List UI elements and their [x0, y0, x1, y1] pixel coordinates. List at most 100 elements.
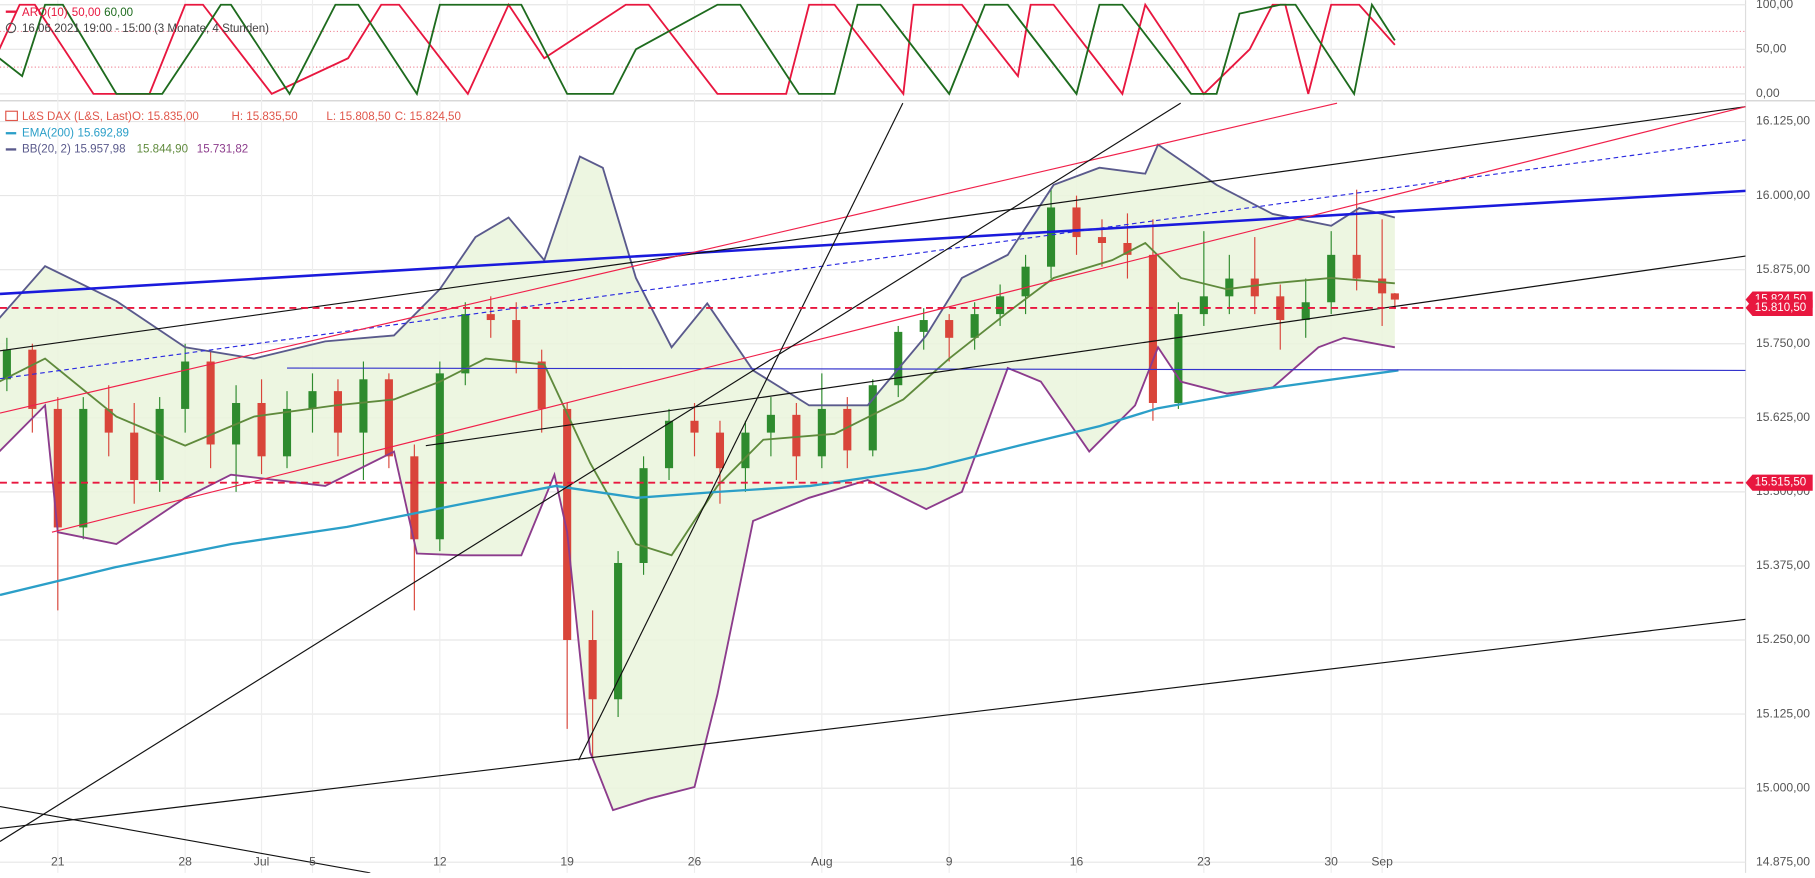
legend-name: EMA(200)	[22, 127, 74, 139]
trendline	[0, 102, 1338, 414]
candle-body	[104, 408, 113, 433]
legend-value: 15.957,98	[74, 143, 125, 155]
candle-body	[28, 349, 37, 409]
candle-body	[1352, 254, 1361, 279]
candle-body	[333, 391, 343, 433]
candle-body	[1199, 296, 1208, 315]
candle-body	[130, 432, 139, 481]
candle-body	[1072, 207, 1081, 238]
candle-body	[1123, 243, 1132, 255]
y-tick-label: 0,00	[1756, 86, 1780, 100]
y-tick-label: 15.750,00	[1756, 336, 1810, 350]
legend-icon	[5, 10, 17, 13]
ohlc-label: O: 15.835,00	[132, 111, 199, 123]
y-tick-label: 15.375,00	[1756, 558, 1810, 572]
ohlc-label: C: 15.824,50	[395, 111, 461, 123]
candle-body	[664, 420, 674, 469]
bb-line	[0, 241, 1395, 557]
trendline	[425, 255, 1746, 447]
legend: ARO(10) 50,00 60,00 16.06.2021 19:00 - 1…	[5, 7, 461, 155]
candle-body	[614, 562, 623, 700]
trendline	[287, 367, 1746, 371]
y-tick-label: 15.875,00	[1756, 262, 1810, 276]
price-grid	[0, 0, 1746, 873]
candle-body	[537, 361, 546, 409]
legend-title: L&S DAX (L&S, Last)	[22, 111, 132, 123]
candle-body	[970, 314, 979, 338]
period-note: (3 Monate, 4 Stunden)	[154, 23, 269, 35]
candle-body	[2, 349, 11, 380]
candle-body	[1390, 293, 1399, 300]
candle-body	[563, 408, 572, 641]
legend-icon	[5, 132, 17, 135]
legend-value: 60,00	[104, 7, 133, 19]
x-tick-label: 28	[178, 855, 192, 869]
candle-body	[1276, 296, 1285, 321]
x-tick-label: Sep	[1371, 855, 1393, 869]
candle-body	[53, 408, 62, 528]
trendline	[0, 805, 371, 873]
candle-body	[282, 408, 292, 457]
candle-body	[690, 420, 699, 433]
clock-icon	[5, 22, 17, 34]
x-tick-label: Jul	[254, 855, 270, 869]
candle-body	[384, 379, 393, 457]
candle-body	[639, 468, 648, 563]
trendline	[578, 102, 904, 761]
x-tick-label: 21	[51, 855, 65, 869]
x-tick-label: 12	[433, 855, 447, 869]
legend-value: 15.731,82	[197, 143, 248, 155]
candle-body	[1378, 278, 1387, 294]
ohlc-label: H: 15.835,50	[232, 111, 298, 123]
x-tick-label: 9	[946, 855, 953, 869]
price-tag-label: 15.515,50	[1755, 477, 1806, 489]
price-tag-label: 15.810,50	[1755, 302, 1806, 314]
trendline	[0, 102, 1181, 842]
candle-body	[79, 408, 88, 528]
candle-body	[588, 640, 597, 700]
candle-body	[512, 320, 521, 362]
legend-name: BB(20, 2)	[22, 143, 71, 155]
y-tick-label: 15.125,00	[1756, 706, 1810, 720]
period: 16.06.2021 19:00 - 15:00	[22, 23, 151, 35]
aroon-line	[0, 2, 1396, 97]
x-tick-label: 5	[309, 855, 316, 869]
candle-body	[1021, 266, 1030, 297]
y-tick-label: 16.000,00	[1756, 188, 1810, 202]
candle-body	[257, 402, 266, 457]
candle-body	[1046, 207, 1056, 267]
y-tick-label: 16.125,00	[1756, 114, 1810, 128]
candle-body	[1301, 302, 1310, 321]
candle-body	[919, 320, 928, 332]
candle-body	[1174, 314, 1183, 403]
candle-body	[206, 361, 215, 445]
trendline	[0, 189, 1746, 296]
x-tick-label: Aug	[811, 855, 833, 869]
trendline	[0, 106, 1746, 352]
candle-body	[792, 414, 801, 457]
candle-body	[843, 408, 852, 451]
legend-icon	[5, 110, 18, 122]
trendline	[51, 106, 1746, 533]
x-tick-label: 23	[1197, 855, 1211, 869]
x-tick-label: 26	[688, 855, 702, 869]
aroon-plot	[0, 2, 1396, 97]
legend-icon	[5, 148, 17, 151]
candle-body	[435, 373, 444, 540]
candle-body	[461, 314, 470, 374]
legend-value: 15.692,89	[78, 127, 129, 139]
trendline	[0, 618, 1746, 830]
candle-body	[1225, 278, 1234, 297]
candle-body	[1250, 278, 1259, 297]
candle-body	[894, 331, 903, 386]
candle-body	[766, 414, 775, 433]
y-tick-label: 100,00	[1756, 0, 1793, 11]
y-tick-label: 15.250,00	[1756, 632, 1810, 646]
candle-body	[155, 408, 164, 481]
candle-body	[1148, 254, 1157, 403]
x-tick-label: 16	[1070, 855, 1084, 869]
candle-body	[181, 361, 190, 409]
x-tick-label: 30	[1324, 855, 1338, 869]
candle-body	[817, 408, 826, 457]
